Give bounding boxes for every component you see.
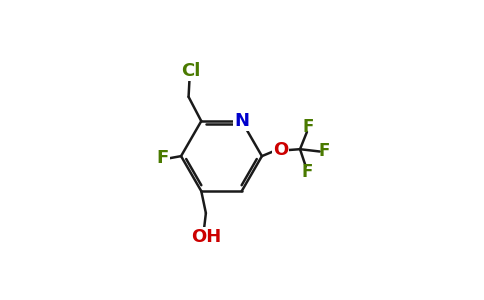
Text: O: O	[273, 141, 288, 159]
Text: F: F	[302, 118, 314, 136]
Text: Cl: Cl	[181, 62, 200, 80]
Text: F: F	[156, 149, 169, 167]
Text: OH: OH	[191, 228, 221, 246]
Text: F: F	[318, 142, 330, 160]
Text: N: N	[234, 112, 249, 130]
Text: F: F	[301, 163, 313, 181]
